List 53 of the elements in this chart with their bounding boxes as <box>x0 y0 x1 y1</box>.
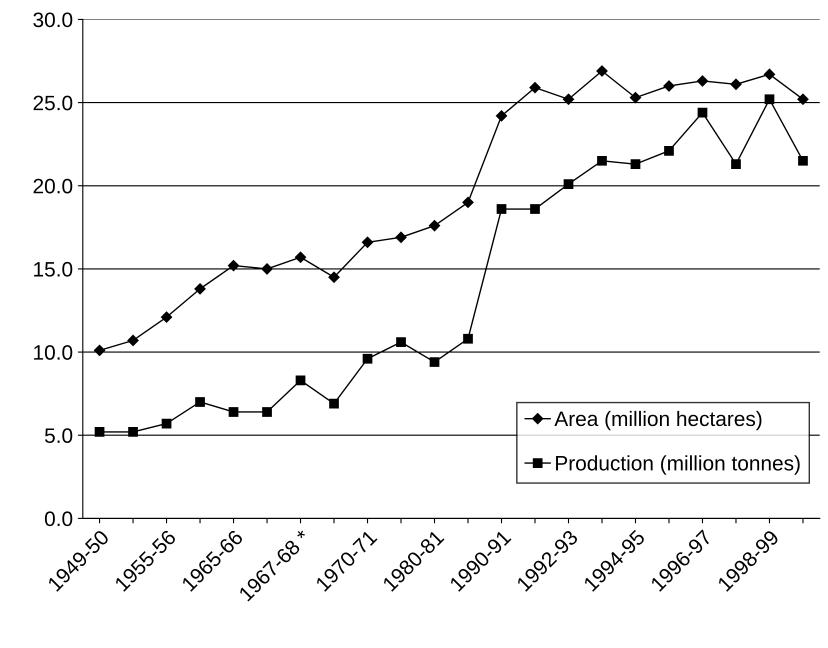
point <box>496 204 506 214</box>
point <box>194 283 206 294</box>
point <box>530 204 540 214</box>
legend-label: Area (million hectares) <box>554 410 762 430</box>
point <box>428 220 440 232</box>
point <box>228 260 240 272</box>
point <box>430 357 440 367</box>
point <box>396 337 406 347</box>
point <box>228 407 238 417</box>
point <box>261 263 273 275</box>
point <box>294 252 306 263</box>
point <box>529 82 541 94</box>
point <box>764 94 774 104</box>
point <box>462 196 474 208</box>
point <box>730 78 742 90</box>
y-tick-label: 5.0 <box>44 428 72 443</box>
point <box>696 75 708 87</box>
point <box>698 108 708 118</box>
point <box>630 92 642 104</box>
point <box>195 397 205 407</box>
point <box>395 232 407 243</box>
point <box>564 179 574 189</box>
point <box>597 156 607 166</box>
point <box>463 334 473 344</box>
point <box>362 236 374 248</box>
y-tick-label: 10.0 <box>34 345 72 360</box>
y-tick-label: 0.0 <box>44 511 72 526</box>
point <box>663 80 675 92</box>
point <box>296 375 306 386</box>
point <box>128 427 138 437</box>
point <box>496 110 508 122</box>
point <box>596 65 608 77</box>
point <box>562 94 574 105</box>
point <box>362 354 372 364</box>
y-tick-label: 25.0 <box>34 96 72 110</box>
point <box>94 427 104 437</box>
y-tick-label: 20.0 <box>34 178 72 194</box>
point <box>127 334 139 346</box>
point <box>160 312 172 323</box>
point <box>94 344 106 356</box>
point <box>162 418 172 428</box>
point <box>664 146 674 156</box>
point <box>731 159 741 169</box>
point <box>262 407 272 417</box>
y-tick-label: 30.0 <box>33 12 72 28</box>
point <box>328 272 340 283</box>
point <box>630 159 640 169</box>
point <box>329 398 339 408</box>
legend-label: Production (million tonnes) <box>556 455 800 475</box>
point <box>798 156 808 166</box>
y-tick-label: 15.0 <box>34 262 72 277</box>
point <box>797 94 809 105</box>
point <box>764 68 776 80</box>
